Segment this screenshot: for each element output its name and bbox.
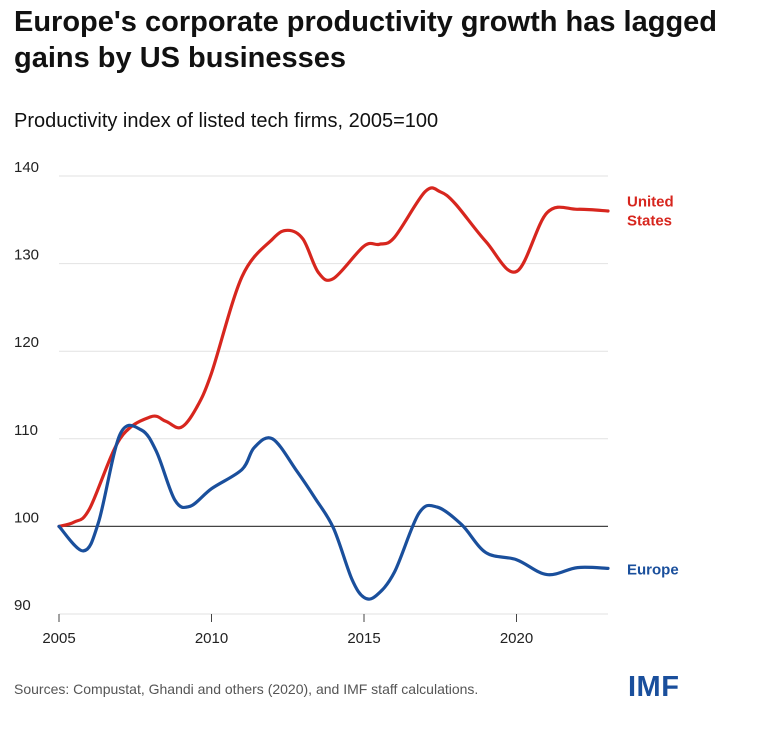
imf-logo: IMF <box>628 671 680 703</box>
y-tick-label-100: 100 <box>14 509 39 526</box>
y-tick-label-120: 120 <box>14 334 39 351</box>
y-tick-label-110: 110 <box>14 422 38 439</box>
y-tick-label-130: 130 <box>14 247 39 264</box>
chart-subtitle: Productivity index of listed tech firms,… <box>14 110 439 132</box>
x-tick-label-2015: 2015 <box>347 630 380 647</box>
y-tick-label-140: 140 <box>14 159 39 176</box>
x-tick-label-2010: 2010 <box>195 630 228 647</box>
series-label-united-states: United States <box>627 194 674 230</box>
series-line-europe <box>57 423 610 601</box>
x-tick-label-2020: 2020 <box>500 630 533 647</box>
series-line-united-states <box>57 186 610 528</box>
source-note: Sources: Compustat, Ghandi and others (2… <box>14 681 479 697</box>
series-label-europe: Europe <box>627 561 679 578</box>
x-tick-label-2005: 2005 <box>42 630 75 647</box>
series-label-line: States <box>627 213 672 230</box>
series-label-line: United <box>627 194 674 211</box>
chart-title: Europe's corporate productivity growth h… <box>14 6 717 74</box>
series-label-line: Europe <box>627 561 679 578</box>
y-tick-label-90: 90 <box>14 597 31 614</box>
